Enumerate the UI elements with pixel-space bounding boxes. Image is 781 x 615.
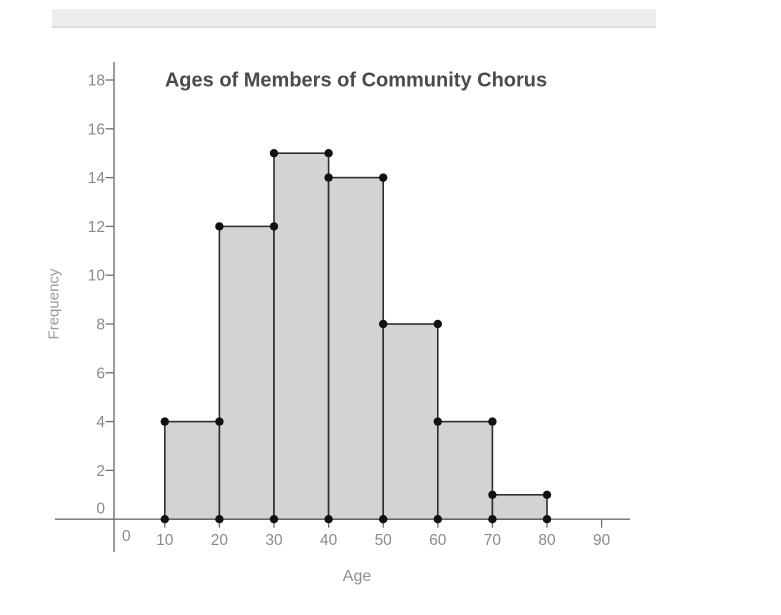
y-tick-label: 10 [88, 268, 106, 285]
x-tick-label: 0 [122, 528, 131, 545]
histogram-bar [327, 176, 385, 521]
data-point-dot [433, 417, 442, 426]
data-point-dot [269, 222, 279, 231]
data-point-dot [215, 515, 224, 524]
data-point-dot [215, 222, 224, 231]
data-point-dot [542, 515, 552, 524]
x-tick-label: 10 [156, 532, 174, 549]
data-point-dot [324, 515, 333, 524]
histogram-bar [491, 493, 548, 520]
data-point-dot [488, 490, 497, 499]
y-tick-label: 8 [96, 317, 105, 334]
x-tick-label: 50 [375, 532, 393, 549]
chart-title: Ages of Members of Community Chorus [164, 69, 548, 92]
x-tick-label: 40 [320, 532, 338, 549]
x-tick-label: 60 [429, 532, 447, 549]
y-tick-label: 4 [96, 414, 105, 431]
data-point-dot [160, 417, 169, 426]
histogram-bar [218, 225, 275, 520]
x-tick-label: 30 [265, 532, 283, 549]
x-tick-label: 70 [484, 532, 502, 549]
histogram-bar [273, 152, 330, 520]
y-tick-label: 18 [88, 73, 105, 90]
y-tick-label: 12 [88, 219, 105, 236]
y-tick-label: 0 [96, 501, 105, 518]
data-point-dot [324, 149, 333, 158]
x-tick-label: 20 [211, 532, 229, 549]
y-tick-label: 6 [96, 365, 105, 382]
data-point-dot [488, 417, 497, 426]
histogram-bar [164, 420, 221, 521]
data-point-dot [433, 319, 442, 329]
data-point-dot [379, 515, 388, 524]
data-point-dot [269, 515, 279, 524]
data-point-dot [433, 515, 442, 524]
data-point-dot [324, 173, 333, 182]
y-tick-label: 2 [96, 463, 105, 480]
x-tick-label: 80 [538, 532, 556, 549]
data-point-dot [269, 149, 279, 158]
x-tick-label: 90 [593, 532, 611, 549]
x-axis-label: Age [342, 568, 372, 585]
data-point-dot [542, 490, 552, 499]
data-point-dot [215, 417, 224, 426]
histogram-bar [382, 323, 439, 520]
data-point-dot [160, 515, 169, 524]
data-point-dot [379, 173, 388, 182]
histogram-bar [436, 420, 494, 521]
y-tick-label: 16 [88, 121, 105, 138]
data-point-dot [488, 515, 497, 524]
data-point-dot [379, 319, 388, 329]
top-divider-bar [52, 9, 656, 28]
y-axis-label: Frequency [45, 268, 63, 340]
y-tick-label: 14 [88, 170, 106, 187]
